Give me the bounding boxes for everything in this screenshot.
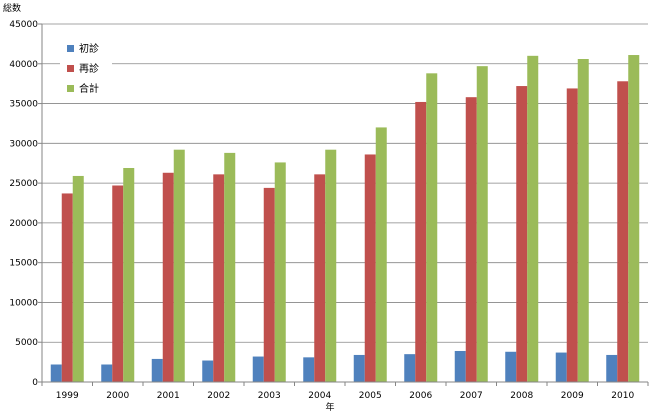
y-tick-label: 40000: [9, 60, 38, 70]
bar-2000-series-2: [123, 167, 135, 382]
bar-2002-series-1: [213, 174, 225, 382]
x-tick-label: 2010: [611, 391, 634, 401]
x-tick-label: 2006: [409, 391, 432, 401]
y-tick-label: 25000: [9, 179, 38, 189]
gridlines: [42, 23, 648, 343]
bar-2001-series-2: [173, 149, 185, 382]
y-tick-label: 30000: [9, 139, 38, 149]
bar-2004-series-1: [314, 174, 326, 382]
x-tick-label: 2000: [106, 391, 129, 401]
legend-swatch: [67, 85, 74, 92]
bar-1999-series-0: [50, 364, 62, 382]
y-tick-labels: 0 5000 10000 15000 20000 25000 30000 35000 40000…: [9, 20, 42, 388]
bar-2005-series-0: [353, 354, 365, 382]
y-tick-label: 15000: [9, 259, 38, 269]
x-tick-label: 2007: [460, 391, 483, 401]
bar-2004-series-0: [303, 357, 315, 382]
legend-label: 合計: [79, 82, 99, 95]
bar-2005-series-1: [364, 154, 376, 382]
legend-swatch: [67, 45, 74, 52]
x-tick-label: 2003: [258, 391, 281, 401]
bar-2006-series-2: [426, 73, 438, 382]
bar-2008-series-1: [516, 86, 528, 382]
bar-1999-series-1: [61, 193, 73, 382]
bar-2002-series-2: [224, 152, 236, 382]
bar-2009-series-2: [577, 59, 589, 382]
x-tick-label: 2005: [359, 391, 382, 401]
bar-2007-series-2: [476, 66, 488, 383]
bar-2004-series-2: [325, 149, 337, 382]
bar-2003-series-0: [252, 356, 264, 382]
bar-2000-series-1: [112, 185, 124, 382]
x-tick-label: 2009: [561, 391, 584, 401]
y-tick-label: 20000: [9, 219, 38, 229]
y-tick-label: 0: [32, 378, 38, 388]
bar-2007-series-0: [454, 350, 466, 382]
x-tick-label: 2002: [207, 391, 230, 401]
x-axis-title: 年: [325, 401, 334, 413]
x-tick-label: 2004: [308, 391, 331, 401]
bar-2006-series-1: [415, 101, 427, 382]
legend-label: 初診: [79, 42, 99, 55]
bar-2010-series-0: [606, 354, 618, 382]
y-tick-label: 45000: [9, 20, 38, 30]
legend-swatch: [67, 65, 74, 72]
bar-2008-series-2: [527, 55, 539, 382]
bar-2003-series-2: [274, 162, 286, 382]
bar-2000-series-0: [101, 364, 113, 382]
bar-2001-series-0: [151, 358, 163, 382]
bars: [50, 55, 640, 383]
x-tick-labels: 1999 2000 2001 2002 2003 2004 2005 2006 2007 2008…: [41, 382, 649, 401]
bar-2001-series-1: [162, 172, 174, 382]
bar-2009-series-1: [566, 88, 578, 382]
bar-2006-series-0: [404, 354, 416, 382]
bar-2008-series-0: [505, 351, 517, 382]
y-tick-label: 5000: [15, 338, 38, 348]
bar-2003-series-1: [263, 187, 275, 382]
x-tick-label: 2008: [510, 391, 533, 401]
bar-1999-series-2: [72, 175, 84, 382]
x-tick-label: 2001: [157, 391, 180, 401]
bar-2002-series-0: [202, 360, 214, 382]
x-tick-label: 1999: [56, 391, 79, 401]
legend-label: 再診: [79, 62, 99, 75]
bar-2009-series-0: [555, 352, 567, 382]
bar-2010-series-2: [628, 55, 640, 382]
y-tick-label: 10000: [9, 298, 38, 308]
bar-2005-series-2: [375, 127, 387, 382]
bar-2010-series-1: [617, 81, 629, 382]
y-tick-label: 35000: [9, 100, 38, 110]
y-axis-title: 総数: [3, 2, 21, 14]
bar-2007-series-1: [465, 97, 477, 383]
